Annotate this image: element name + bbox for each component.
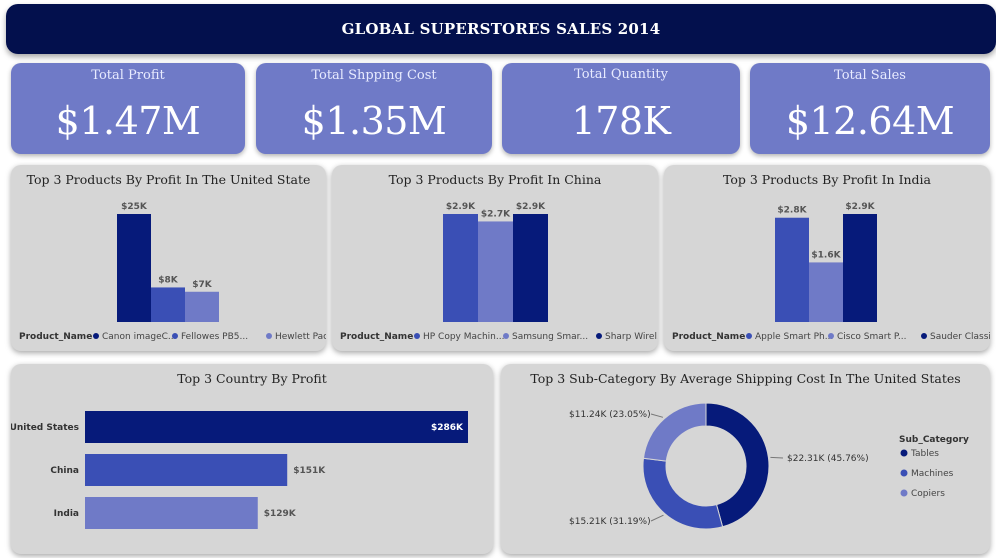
data-label: $151K	[293, 466, 326, 476]
chart-card-india-products[interactable]: Top 3 Products By Profit In India $2.8K $…	[664, 165, 990, 351]
data-label: $286K	[431, 423, 464, 433]
bar[interactable]	[85, 454, 288, 486]
kpi-value: $1.47M	[55, 99, 201, 143]
legend-item: Sharp Wirel...	[605, 332, 658, 342]
legend-marker	[172, 333, 178, 339]
dashboard-header: GLOBAL SUPERSTORES SALES 2014	[6, 4, 996, 54]
donut-slice[interactable]	[705, 402, 770, 528]
chart-card-us-products[interactable]: Top 3 Products By Profit In The United S…	[11, 165, 326, 351]
legend-marker	[921, 333, 927, 339]
legend-item: Samsung Smar...	[512, 332, 588, 342]
bar[interactable]	[775, 217, 809, 322]
leader-line	[650, 413, 664, 418]
legend-marker	[900, 449, 908, 457]
india-products-bar-chart: $2.8K $1.6K $2.9K Product_Name Apple Smart P…	[672, 202, 990, 342]
chart-card-subcategory-shipping[interactable]: Top 3 Sub-Category By Average Shipping C…	[501, 364, 990, 554]
bar[interactable]	[843, 214, 877, 322]
data-label: $2.9K	[446, 202, 476, 212]
data-label: $7K	[192, 280, 213, 290]
data-label: $1.6K	[811, 250, 841, 260]
bar[interactable]	[809, 262, 843, 322]
data-label: $2.9K	[845, 202, 875, 212]
legend-marker	[414, 333, 420, 339]
legend-marker	[900, 469, 908, 477]
legend-item: Tables	[910, 449, 939, 459]
donut-slice[interactable]	[642, 402, 707, 462]
bar[interactable]	[478, 221, 513, 322]
legend-marker	[93, 333, 99, 339]
category-label: United States	[11, 423, 79, 433]
bar[interactable]	[151, 287, 185, 322]
us-products-bar-chart: $25K $8K $7K Product_Name Canon imageC... Fel…	[19, 202, 326, 342]
data-label: $2.9K	[516, 202, 546, 212]
data-label: $15.21K (31.19%)	[569, 517, 651, 527]
data-label: $8K	[158, 275, 179, 285]
legend-marker	[596, 333, 602, 339]
subcategory-donut-chart: $22.31K (45.76%) $15.21K (31.19%) $11.24K …	[569, 402, 969, 530]
category-label: India	[54, 509, 79, 519]
bar[interactable]	[85, 411, 468, 443]
legend-title: Product_Name	[340, 332, 413, 342]
bar[interactable]	[85, 497, 258, 529]
legend-title: Product_Name	[672, 332, 745, 342]
country-profit-bar-chart: United States $286K China $151K India $129K	[11, 411, 468, 529]
chart-card-country-profit[interactable]: Top 3 Country By Profit United States $28…	[11, 364, 493, 554]
chart-title: Top 3 Products By Profit In The United S…	[26, 172, 311, 187]
kpi-label: Total Profit	[91, 68, 165, 83]
legend-marker	[828, 333, 834, 339]
legend-marker	[746, 333, 752, 339]
legend-marker	[266, 333, 272, 339]
kpi-label: Total Quantity	[574, 67, 668, 82]
data-label: $25K	[121, 202, 148, 212]
donut-slice[interactable]	[642, 457, 724, 530]
kpi-card-total-quantity[interactable]: Total Quantity 178K	[502, 63, 740, 154]
chart-card-china-products[interactable]: Top 3 Products By Profit In China $2.9K $…	[332, 165, 658, 351]
legend-item: Cisco Smart P...	[837, 332, 906, 342]
china-products-bar-chart: $2.9K $2.7K $2.9K Product_Name HP Copy Machi…	[340, 202, 658, 342]
kpi-value: $1.35M	[301, 99, 447, 143]
legend-marker	[503, 333, 509, 339]
bar[interactable]	[117, 214, 151, 322]
kpi-label: Total Shpping Cost	[311, 68, 437, 83]
category-label: China	[50, 466, 79, 476]
legend-title: Product_Name	[19, 332, 92, 342]
chart-title: Top 3 Products By Profit In India	[722, 172, 932, 187]
leader-line	[650, 514, 664, 522]
data-label: $11.24K (23.05%)	[569, 410, 651, 420]
kpi-card-total-sales[interactable]: Total Sales $12.64M	[750, 63, 990, 154]
legend-item: Hewlett Pac...	[275, 332, 326, 342]
data-label: $129K	[264, 509, 297, 519]
legend-title: Sub_Category	[899, 435, 969, 445]
legend-item: HP Copy Machin...	[423, 332, 504, 342]
data-label: $2.8K	[777, 206, 807, 216]
bar[interactable]	[513, 214, 548, 322]
kpi-card-total-profit[interactable]: Total Profit $1.47M	[11, 63, 245, 154]
kpi-value: $12.64M	[785, 99, 955, 143]
legend-item: Sauder Classi...	[930, 332, 990, 342]
kpi-card-total-shipping-cost[interactable]: Total Shpping Cost $1.35M	[256, 63, 492, 154]
legend-item: Canon imageC...	[102, 332, 176, 342]
legend-item: Copiers	[911, 489, 945, 499]
kpi-label: Total Sales	[834, 68, 906, 83]
legend-item: Apple Smart Ph...	[755, 332, 833, 342]
bar[interactable]	[443, 214, 478, 322]
chart-title: Top 3 Country By Profit	[177, 371, 327, 386]
leader-line	[770, 456, 784, 459]
legend-marker	[900, 489, 908, 497]
legend-item: Fellowes PB5...	[181, 332, 248, 342]
data-label: $2.7K	[481, 209, 511, 219]
chart-title: Top 3 Products By Profit In China	[388, 172, 602, 187]
chart-title: Top 3 Sub-Category By Average Shipping C…	[530, 371, 961, 386]
bar[interactable]	[185, 291, 219, 322]
legend-item: Machines	[911, 469, 954, 479]
data-label: $22.31K (45.76%)	[787, 454, 869, 464]
dashboard-title: GLOBAL SUPERSTORES SALES 2014	[341, 20, 661, 38]
kpi-value: 178K	[571, 99, 671, 143]
